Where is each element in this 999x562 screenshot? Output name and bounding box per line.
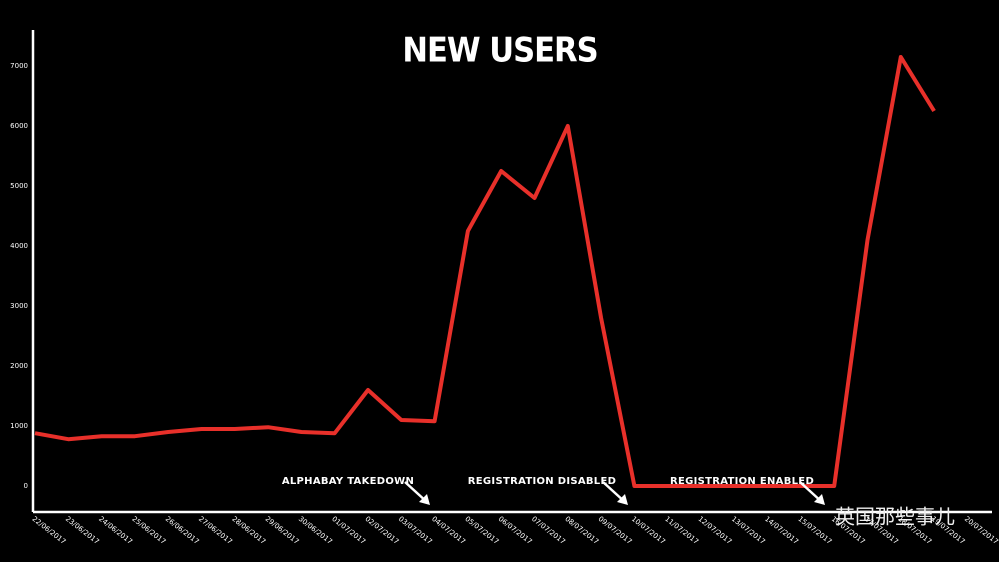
y-tick-label: 0 [24, 482, 28, 490]
annotation-arrowhead [419, 494, 430, 505]
y-tick-label: 1000 [10, 422, 28, 430]
y-tick-label: 2000 [10, 362, 28, 370]
y-tick-label: 7000 [10, 62, 28, 70]
annotation-arrowhead [814, 494, 825, 505]
y-tick-label: 6000 [10, 122, 28, 130]
annotation: ALPHABAY TAKEDOWN [282, 476, 414, 487]
annotation-arrowhead [617, 494, 628, 505]
data-line [34, 55, 936, 488]
y-tick-label: 3000 [10, 302, 28, 310]
watermark: 英国那些事儿 [835, 505, 955, 529]
annotation: REGISTRATION ENABLED [670, 476, 814, 487]
annotation: REGISTRATION DISABLED [468, 476, 616, 487]
y-tick-label: 4000 [10, 242, 28, 250]
y-tick-label: 5000 [10, 182, 28, 190]
chart-title: NEW USERS [402, 31, 597, 71]
